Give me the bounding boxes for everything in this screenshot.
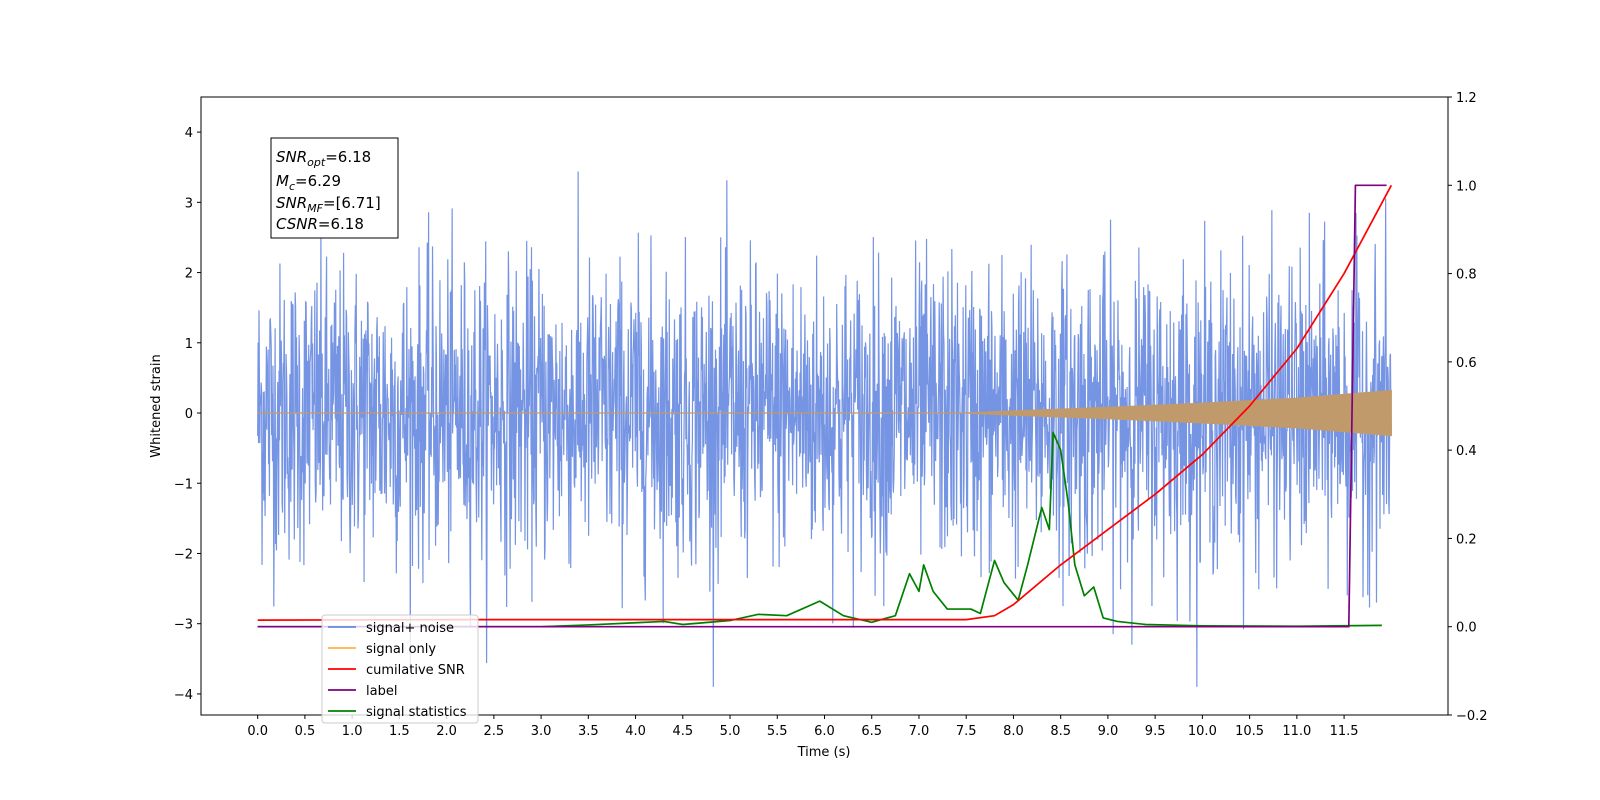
series-cumulative-snr-line [257, 184, 1393, 621]
y-tick-label: 0 [185, 407, 193, 422]
legend-label: signal statistics [366, 705, 467, 720]
y2-tick-label: 0.4 [1456, 444, 1477, 459]
x-tick-label: 1.0 [342, 724, 363, 739]
x-tick-label: 6.0 [814, 724, 835, 739]
x-tick-label: 8.5 [1050, 724, 1071, 739]
stat-mc: Mc=6.29 [276, 172, 341, 193]
x-tick-label: 3.5 [578, 724, 599, 739]
x-tick-label: 11.0 [1282, 724, 1311, 739]
x-tick-label: 10.5 [1235, 724, 1264, 739]
x-tick-label: 9.0 [1098, 724, 1119, 739]
series-label-line [257, 184, 1387, 628]
stats-box-frame [270, 137, 399, 239]
x-tick-label: 8.0 [1003, 724, 1024, 739]
legend-label: signal only [366, 642, 436, 657]
y-axis-label: Whitened strain [149, 354, 164, 457]
x-tick-label: 7.5 [956, 724, 977, 739]
x-tick-label: 0.0 [247, 724, 268, 739]
y2-tick-label: 1.2 [1456, 91, 1477, 106]
x-tick-label: 2.5 [484, 724, 505, 739]
stat-csnr: CSNR=6.18 [276, 215, 364, 233]
y-tick-label: 4 [185, 126, 193, 141]
x-tick-label: 10.0 [1188, 724, 1217, 739]
x-tick-label: 5.5 [767, 724, 788, 739]
y-axis-left: 4 3 2 1 0 −1 −2 −3 −4 [174, 126, 201, 703]
y2-tick-label: −0.2 [1456, 709, 1488, 724]
x-axis-label: Time (s) [797, 745, 851, 760]
legend-frame [321, 614, 479, 724]
x-tick-label: 6.5 [861, 724, 882, 739]
legend-label: signal+ noise [366, 621, 454, 636]
series-signal-statistics-line [257, 431, 1382, 628]
y-tick-label: −2 [174, 547, 193, 562]
y-tick-label: 2 [185, 267, 193, 282]
plot-area [257, 171, 1393, 687]
y2-tick-label: 0.2 [1456, 532, 1477, 547]
y-tick-label: −4 [174, 688, 193, 703]
stat-snr-mf: SNRMF=[6.71] [276, 194, 381, 215]
x-tick-label: 1.5 [389, 724, 410, 739]
series-signal-noise-line [257, 171, 1392, 687]
y-tick-label: −1 [174, 477, 193, 492]
y2-tick-label: 0.8 [1456, 268, 1477, 283]
legend-label: label [366, 684, 397, 699]
y2-tick-label: 0.6 [1456, 356, 1477, 371]
x-tick-label: 11.5 [1330, 724, 1359, 739]
y-tick-label: 3 [185, 196, 193, 211]
x-tick-label: 4.5 [672, 724, 693, 739]
stat-snr-opt: SNRopt=6.18 [276, 148, 371, 169]
y2-tick-label: 0.0 [1456, 621, 1477, 636]
y-tick-label: −3 [174, 618, 193, 633]
legend-label: cumilative SNR [366, 663, 465, 678]
x-tick-label: 5.0 [720, 724, 741, 739]
y-axis-right: 1.2 1.0 0.8 0.6 0.4 0.2 0.0 −0.2 [1448, 91, 1488, 724]
y2-tick-label: 1.0 [1456, 179, 1477, 194]
x-tick-label: 2.0 [436, 724, 457, 739]
legend: signal+ noise signal only cumilative SNR la… [321, 614, 479, 724]
series-signal-only-envelope [257, 389, 1392, 437]
x-axis: 0.0 0.5 1.0 1.5 2.0 2.5 3.0 3.5 4.0 4.5 5.0 5.5 6.0 6… [247, 715, 1359, 739]
x-tick-label: 9.5 [1145, 724, 1166, 739]
x-tick-label: 7.0 [909, 724, 930, 739]
x-tick-label: 0.5 [295, 724, 316, 739]
y-tick-label: 1 [185, 337, 193, 352]
x-tick-label: 4.0 [625, 724, 646, 739]
x-tick-label: 3.0 [531, 724, 552, 739]
stats-annotation-box: SNRopt=6.18 Mc=6.29 SNRMF=[6.71] CSNR=6.… [270, 137, 399, 239]
